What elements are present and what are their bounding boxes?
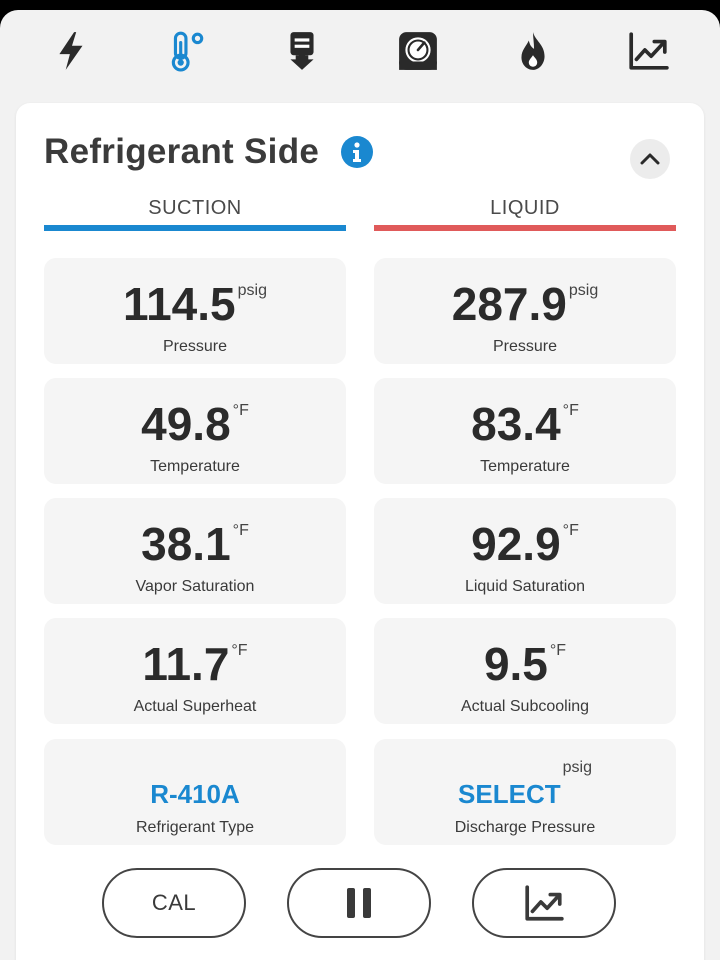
download-device-icon	[290, 32, 314, 70]
discharge-pressure-unit: psig	[562, 759, 592, 776]
suction-temperature-unit: °F	[232, 402, 249, 419]
suction-color-bar	[44, 225, 346, 231]
liquid-color-bar	[374, 225, 676, 231]
liquid-temperature-label: Temperature	[480, 458, 570, 475]
suction-pressure-tile[interactable]: 114.5 psig Pressure	[44, 258, 346, 364]
vapor-saturation-value: 38.1	[141, 518, 231, 570]
suction-pressure-label: Pressure	[162, 338, 228, 355]
thermometer-icon	[171, 31, 204, 72]
discharge-pressure-label: Discharge Pressure	[454, 819, 596, 836]
liquid-temperature-tile[interactable]: 83.4 °F Temperature	[374, 378, 676, 484]
app-screen: Refrigerant Side SUCTION LIQUID 114.5 psi…	[0, 10, 720, 960]
suction-temperature-tile[interactable]: 49.8 °F Temperature	[44, 378, 346, 484]
liquid-saturation-value: 92.9	[471, 518, 561, 570]
discharge-pressure-select: SELECT	[458, 779, 561, 809]
trends-tab[interactable]	[608, 15, 688, 87]
suction-temperature-label: Temperature	[150, 458, 240, 475]
liquid-pressure-tile[interactable]: 287.9 psig Pressure	[374, 258, 676, 364]
top-toolbar	[0, 10, 720, 92]
liquid-temperature-value: 83.4	[471, 398, 561, 450]
discharge-pressure-tile[interactable]: SELECT psig Discharge Pressure	[374, 739, 676, 845]
actual-superheat-unit: °F	[231, 642, 248, 659]
actual-superheat-value: 11.7	[142, 638, 230, 690]
refrigerant-type-value: R-410A	[150, 779, 240, 809]
liquid-saturation-tile[interactable]: 92.9 °F Liquid Saturation	[374, 498, 676, 604]
cal-button-label: CAL	[151, 890, 197, 915]
collapse-button[interactable]	[630, 139, 670, 179]
card-title: Refrigerant Side	[44, 132, 320, 171]
trend-chart-icon	[525, 885, 564, 921]
trend-chart-icon	[629, 32, 670, 70]
actual-superheat-label: Actual Superheat	[133, 698, 257, 715]
refrigerant-tab[interactable]	[147, 15, 227, 87]
liquid-pressure-unit: psig	[568, 282, 599, 299]
flame-icon	[521, 32, 545, 70]
download-tab[interactable]	[262, 15, 342, 87]
actual-subcooling-label: Actual Subcooling	[460, 698, 590, 715]
pause-icon	[347, 888, 371, 918]
refrigerant-type-tile[interactable]: R-410A Refrigerant Type	[44, 739, 346, 845]
suction-header: SUCTION	[148, 197, 242, 219]
chevron-up-icon	[640, 153, 660, 165]
trend-chart-button[interactable]	[472, 868, 616, 938]
info-glyph-icon	[353, 142, 362, 162]
liquid-temperature-unit: °F	[562, 402, 579, 419]
suction-pressure-unit: psig	[237, 282, 267, 299]
vapor-saturation-tile[interactable]: 38.1 °F Vapor Saturation	[44, 498, 346, 604]
refrigerant-type-label: Refrigerant Type	[136, 819, 254, 836]
actual-subcooling-unit: °F	[549, 642, 567, 659]
pause-button[interactable]	[287, 868, 431, 938]
liquid-pressure-value: 287.9	[451, 278, 567, 330]
liquid-pressure-label: Pressure	[492, 338, 558, 355]
electrical-tab[interactable]	[32, 15, 112, 87]
vapor-saturation-unit: °F	[232, 522, 249, 539]
refrigerant-side-card: Refrigerant Side SUCTION LIQUID 114.5 psi…	[16, 103, 704, 960]
gauge-icon	[398, 32, 437, 70]
liquid-header: LIQUID	[490, 197, 560, 219]
liquid-saturation-label: Liquid Saturation	[464, 578, 586, 595]
actual-subcooling-value: 9.5	[483, 638, 548, 690]
actual-superheat-tile[interactable]: 11.7 °F Actual Superheat	[44, 618, 346, 724]
cal-button[interactable]: CAL	[102, 868, 246, 938]
liquid-saturation-unit: °F	[562, 522, 579, 539]
suction-temperature-value: 49.8	[141, 398, 231, 450]
actual-subcooling-tile[interactable]: 9.5 °F Actual Subcooling	[374, 618, 676, 724]
vapor-saturation-label: Vapor Saturation	[135, 578, 255, 595]
lightning-bolt-icon	[59, 32, 83, 70]
info-icon[interactable]	[341, 136, 374, 168]
card-header: Refrigerant Side	[44, 129, 374, 175]
gauge-tab[interactable]	[378, 15, 458, 87]
combustion-tab[interactable]	[493, 15, 573, 87]
suction-pressure-value: 114.5	[123, 278, 236, 330]
